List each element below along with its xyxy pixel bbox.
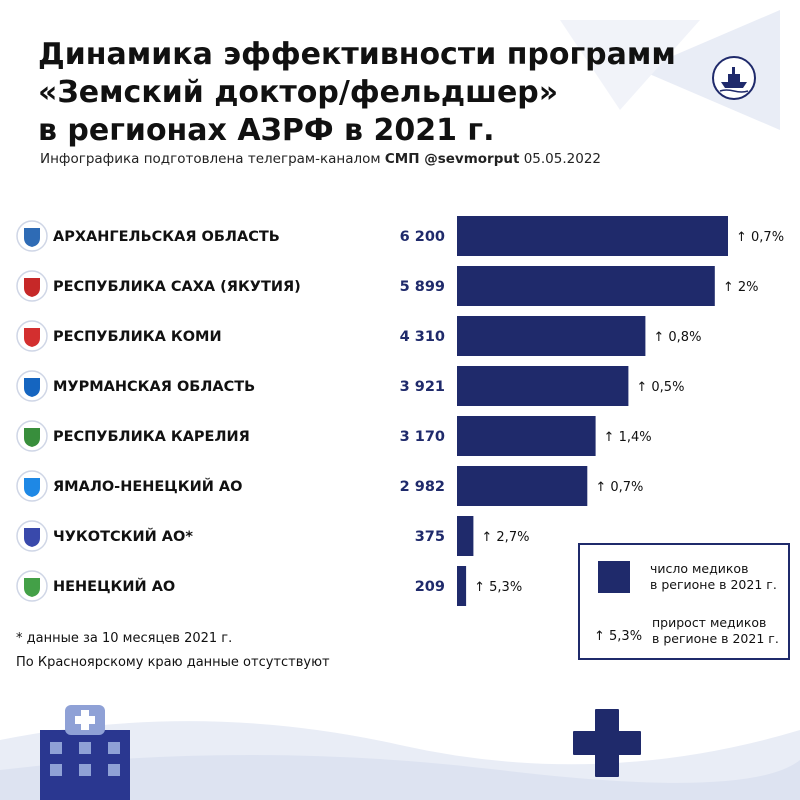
growth-label: ↑ 2,7% [481,530,529,545]
murmansk-coat-icon [16,370,48,402]
chart-row: РЕСПУБЛИКА КОМИ 4 310 ↑ 0,8% [16,316,701,356]
chart-row: НЕНЕЦКИЙ АО 209 ↑ 5,3% [16,566,522,606]
legend-label-count-line: число медиков [650,561,749,576]
region-label: МУРМАНСКАЯ ОБЛАСТЬ [53,379,255,395]
chart-row: ЧУКОТСКИЙ АО* 375 ↑ 2,7% [16,516,529,556]
chart-row: АРХАНГЕЛЬСКАЯ ОБЛАСТЬ 6 200 ↑ 0,7% [16,216,784,256]
bar [457,516,474,556]
footnote-partial-data: * данные за 10 месяцев 2021 г. [16,631,233,646]
chukotka-coat-icon [16,520,48,552]
growth-label: ↑ 1,4% [604,430,652,445]
karelia-coat-icon [16,420,48,452]
growth-label: ↑ 0,7% [736,230,784,245]
chart-row: МУРМАНСКАЯ ОБЛАСТЬ 3 921 ↑ 0,5% [16,366,684,406]
bar [457,266,715,306]
page-title: Динамика эффективности программ «Земский… [38,36,678,150]
region-label: РЕСПУБЛИКА САХА (ЯКУТИЯ) [53,279,301,295]
legend-label-growth-line: в регионе в 2021 г. [652,631,779,646]
bar [457,316,646,356]
region-label: АРХАНГЕЛЬСКАЯ ОБЛАСТЬ [53,229,280,245]
legend-label-growth-line: прирост медиков [652,615,767,630]
footnote-missing-data: По Красноярскому краю данные отсутствуют [16,655,330,670]
bar-value-label: 3 921 [400,379,445,395]
title-line: «Земский доктор/фельдшер» [38,75,559,110]
bar [457,416,596,456]
sakha-coat-icon [16,270,48,302]
bar-value-label: 6 200 [400,229,445,245]
chart-legend: число медиков в регионе в 2021 г. ↑ 5,3%… [578,543,790,660]
bar-chart: АРХАНГЕЛЬСКАЯ ОБЛАСТЬ 6 200 ↑ 0,7% РЕСПУБЛИ… [16,216,784,606]
bar [457,366,629,406]
subtitle: Инфографика подготовлена телеграм-канало… [40,151,601,167]
hospital-icon [40,705,130,800]
subtitle-date: 05.05.2022 [519,151,602,167]
growth-label: ↑ 5,3% [474,580,522,595]
chart-row: ЯМАЛО-НЕНЕЦКИЙ АО 2 982 ↑ 0,7% [16,466,643,506]
growth-label: ↑ 2% [723,280,759,295]
icebreaker-ship-icon [712,56,756,100]
title-line: в регионах АЗРФ в 2021 г. [38,113,495,148]
growth-label: ↑ 0,7% [595,480,643,495]
footnotes: * данные за 10 месяцев 2021 г. По Красно… [16,627,330,675]
title-line: Динамика эффективности программ [38,37,676,72]
bar-value-label: 4 310 [400,329,445,345]
bar-value-label: 3 170 [400,429,445,445]
chart-row: РЕСПУБЛИКА САХА (ЯКУТИЯ) 5 899 ↑ 2% [16,266,759,306]
legend-growth-sample: ↑ 5,3% [594,629,643,644]
legend-label-growth: прирост медиков в регионе в 2021 г. [652,615,779,647]
legend-label-count: число медиков в регионе в 2021 г. [650,561,777,593]
medical-cross-icon [573,709,641,777]
bar [457,566,467,606]
nenets-coat-icon [16,570,48,602]
region-label: РЕСПУБЛИКА КОМИ [53,329,222,345]
bar-value-label: 209 [415,579,445,595]
subtitle-prefix: Инфографика подготовлена телеграм-канало… [40,151,385,167]
region-label: ЯМАЛО-НЕНЕЦКИЙ АО [53,478,242,495]
arkhangelsk-coat-icon [16,220,48,252]
bar-value-label: 2 982 [400,479,445,495]
legend-label-count-line: в регионе в 2021 г. [650,577,777,592]
growth-label: ↑ 0,5% [636,380,684,395]
region-label: РЕСПУБЛИКА КАРЕЛИЯ [53,429,250,445]
komi-coat-icon [16,320,48,352]
bar [457,466,588,506]
growth-label: ↑ 0,8% [653,330,701,345]
chart-row: РЕСПУБЛИКА КАРЕЛИЯ 3 170 ↑ 1,4% [16,416,652,456]
bar-value-label: 375 [415,529,445,545]
yamal-coat-icon [16,470,48,502]
subtitle-channel: СМП @sevmorput [384,151,520,167]
region-label: ЧУКОТСКИЙ АО* [53,528,193,545]
legend-swatch-count [598,561,630,593]
bar-value-label: 5 899 [400,279,445,295]
bar [457,216,728,256]
region-label: НЕНЕЦКИЙ АО [53,578,175,595]
